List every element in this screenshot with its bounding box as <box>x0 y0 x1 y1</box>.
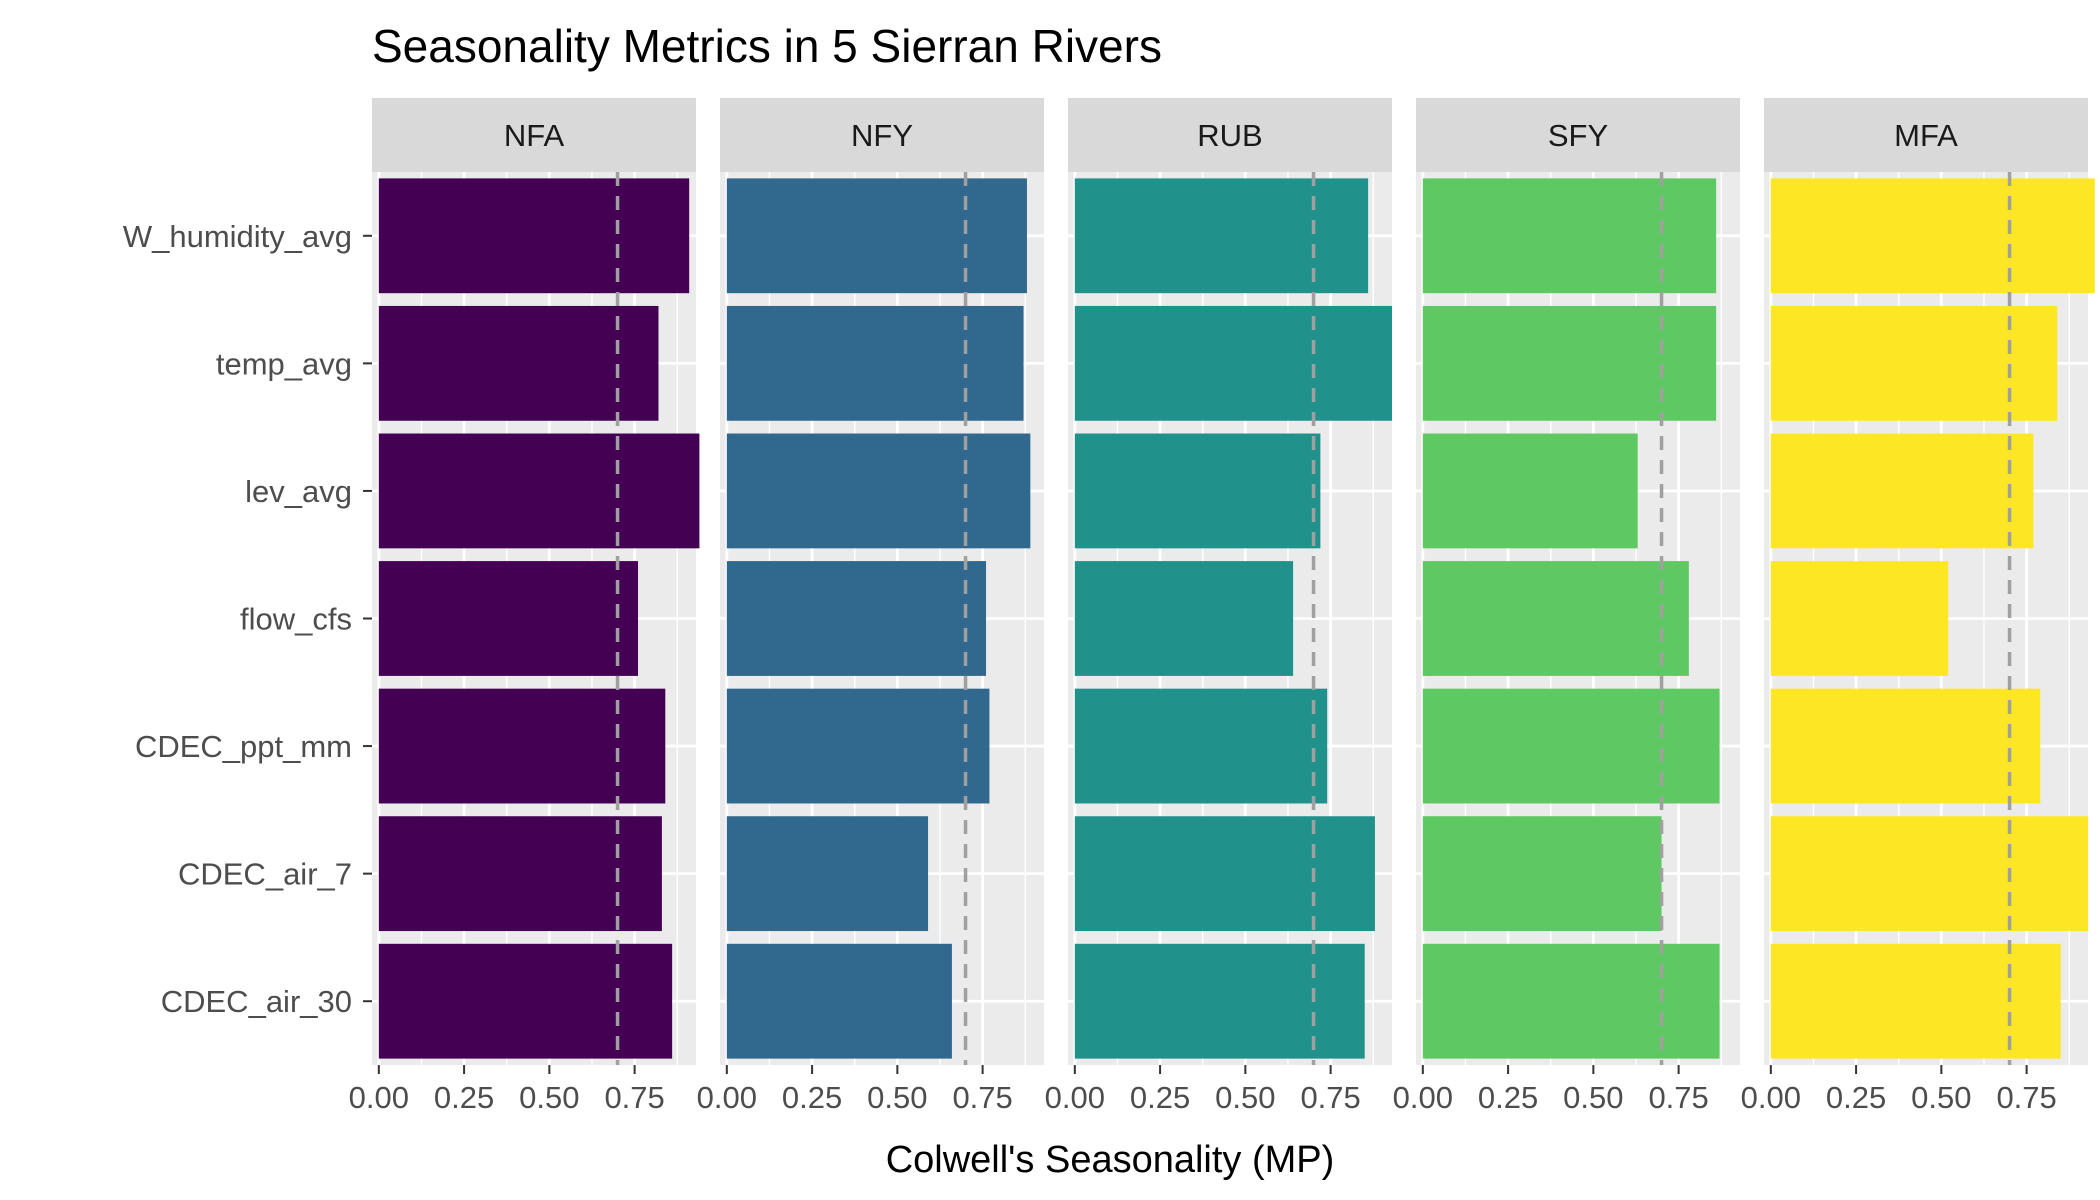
bar-rub-lev_avg <box>1074 433 1321 549</box>
bar-sfy-CDEC_air_30 <box>1422 943 1720 1059</box>
x-tick-label: 0.75 <box>1648 1080 1708 1115</box>
x-tick-label: 0.25 <box>1826 1080 1886 1115</box>
facet-strip <box>1764 98 2088 172</box>
bar-mfa-CDEC_air_30 <box>1770 943 2061 1059</box>
x-tick-label: 0.00 <box>1393 1080 1453 1115</box>
bar-nfy-CDEC_ppt_mm <box>726 688 990 804</box>
bar-rub-temp_avg <box>1074 305 1392 421</box>
x-tick-label: 0.00 <box>1741 1080 1801 1115</box>
bar-nfa-W_humidity_avg <box>378 178 690 294</box>
bar-nfa-CDEC_air_30 <box>378 943 673 1059</box>
x-tick-label: 0.75 <box>604 1080 664 1115</box>
x-tick-label: 0.00 <box>697 1080 757 1115</box>
bar-nfy-W_humidity_avg <box>726 178 1027 294</box>
facet-strip-label: NFA <box>504 118 565 153</box>
x-tick-label: 0.50 <box>1911 1080 1971 1115</box>
bar-nfy-temp_avg <box>726 305 1024 421</box>
y-axis: W_humidity_avg temp_avg lev_avg flow_cfs CDE… <box>123 219 372 1019</box>
facet-strip <box>720 98 1044 172</box>
bar-sfy-W_humidity_avg <box>1422 178 1717 294</box>
facet-strip <box>372 98 696 172</box>
y-tick-label: CDEC_air_30 <box>161 984 352 1019</box>
y-tick-label: CDEC_air_7 <box>178 857 352 892</box>
bar-mfa-W_humidity_avg <box>1770 178 2095 294</box>
bar-rub-flow_cfs <box>1074 561 1294 676</box>
bar-nfy-CDEC_air_30 <box>726 943 952 1059</box>
x-tick-label: 0.25 <box>1130 1080 1190 1115</box>
facet-strip-label: MFA <box>1894 118 1958 153</box>
bar-sfy-temp_avg <box>1422 305 1717 421</box>
bar-nfa-lev_avg <box>378 433 700 549</box>
x-axis-title: Colwell's Seasonality (MP) <box>886 1139 1335 1181</box>
x-tick-label: 0.25 <box>1478 1080 1538 1115</box>
facet-strip-label: RUB <box>1197 118 1262 153</box>
facet-panel-mfa: MFA 0.00 0.25 0.50 0.75 <box>1741 98 2095 1115</box>
bar-rub-CDEC_air_30 <box>1074 943 1365 1059</box>
facet-panel-rub: RUB 0.00 0.25 0.50 0.75 <box>1045 98 1392 1115</box>
bar-mfa-temp_avg <box>1770 305 2058 421</box>
y-tick-label: W_humidity_avg <box>123 219 352 254</box>
bar-sfy-flow_cfs <box>1422 561 1689 676</box>
x-tick-label: 0.00 <box>1045 1080 1105 1115</box>
x-tick-label: 0.75 <box>1300 1080 1360 1115</box>
bar-mfa-CDEC_air_7 <box>1770 816 2088 932</box>
y-tick-label: temp_avg <box>216 346 352 381</box>
bar-nfa-CDEC_air_7 <box>378 816 662 932</box>
bar-rub-CDEC_ppt_mm <box>1074 688 1328 804</box>
bar-rub-W_humidity_avg <box>1074 178 1369 294</box>
bar-mfa-lev_avg <box>1770 433 2034 549</box>
bar-nfa-temp_avg <box>378 305 659 421</box>
facet-strip-label: SFY <box>1548 118 1608 153</box>
facet-strip-label: NFY <box>851 118 913 153</box>
y-tick-label: lev_avg <box>245 474 352 509</box>
x-tick-label: 0.75 <box>952 1080 1012 1115</box>
y-tick-label: CDEC_ppt_mm <box>135 729 352 764</box>
chart-title: Seasonality Metrics in 5 Sierran Rivers <box>372 20 1162 72</box>
facet-panel-nfy: NFY 0.00 0.25 0.50 0.75 <box>697 98 1044 1115</box>
x-tick-label: 0.50 <box>1563 1080 1623 1115</box>
bar-nfa-flow_cfs <box>378 561 639 676</box>
x-tick-label: 0.50 <box>867 1080 927 1115</box>
bar-nfy-flow_cfs <box>726 561 987 676</box>
facet-panel-nfa: NFA 0.00 0.25 0.50 0.75 <box>349 98 700 1115</box>
x-tick-label: 0.00 <box>349 1080 409 1115</box>
facet-panel-sfy: SFY 0.00 0.25 0.50 0.75 <box>1393 98 1740 1115</box>
y-tick-label: flow_cfs <box>240 602 352 637</box>
bar-rub-CDEC_air_7 <box>1074 816 1375 932</box>
bar-sfy-lev_avg <box>1422 433 1638 549</box>
facet-strip <box>1416 98 1740 172</box>
x-tick-label: 0.25 <box>782 1080 842 1115</box>
x-tick-label: 0.50 <box>1215 1080 1275 1115</box>
bar-nfy-lev_avg <box>726 433 1031 549</box>
bar-mfa-flow_cfs <box>1770 561 1949 676</box>
bar-nfa-CDEC_ppt_mm <box>378 688 666 804</box>
x-tick-label: 0.50 <box>519 1080 579 1115</box>
bar-mfa-CDEC_ppt_mm <box>1770 688 2041 804</box>
bar-sfy-CDEC_ppt_mm <box>1422 688 1720 804</box>
x-tick-label: 0.25 <box>434 1080 494 1115</box>
facet-strip <box>1068 98 1392 172</box>
x-tick-label: 0.75 <box>1996 1080 2056 1115</box>
bar-sfy-CDEC_air_7 <box>1422 816 1662 932</box>
bar-nfy-CDEC_air_7 <box>726 816 929 932</box>
